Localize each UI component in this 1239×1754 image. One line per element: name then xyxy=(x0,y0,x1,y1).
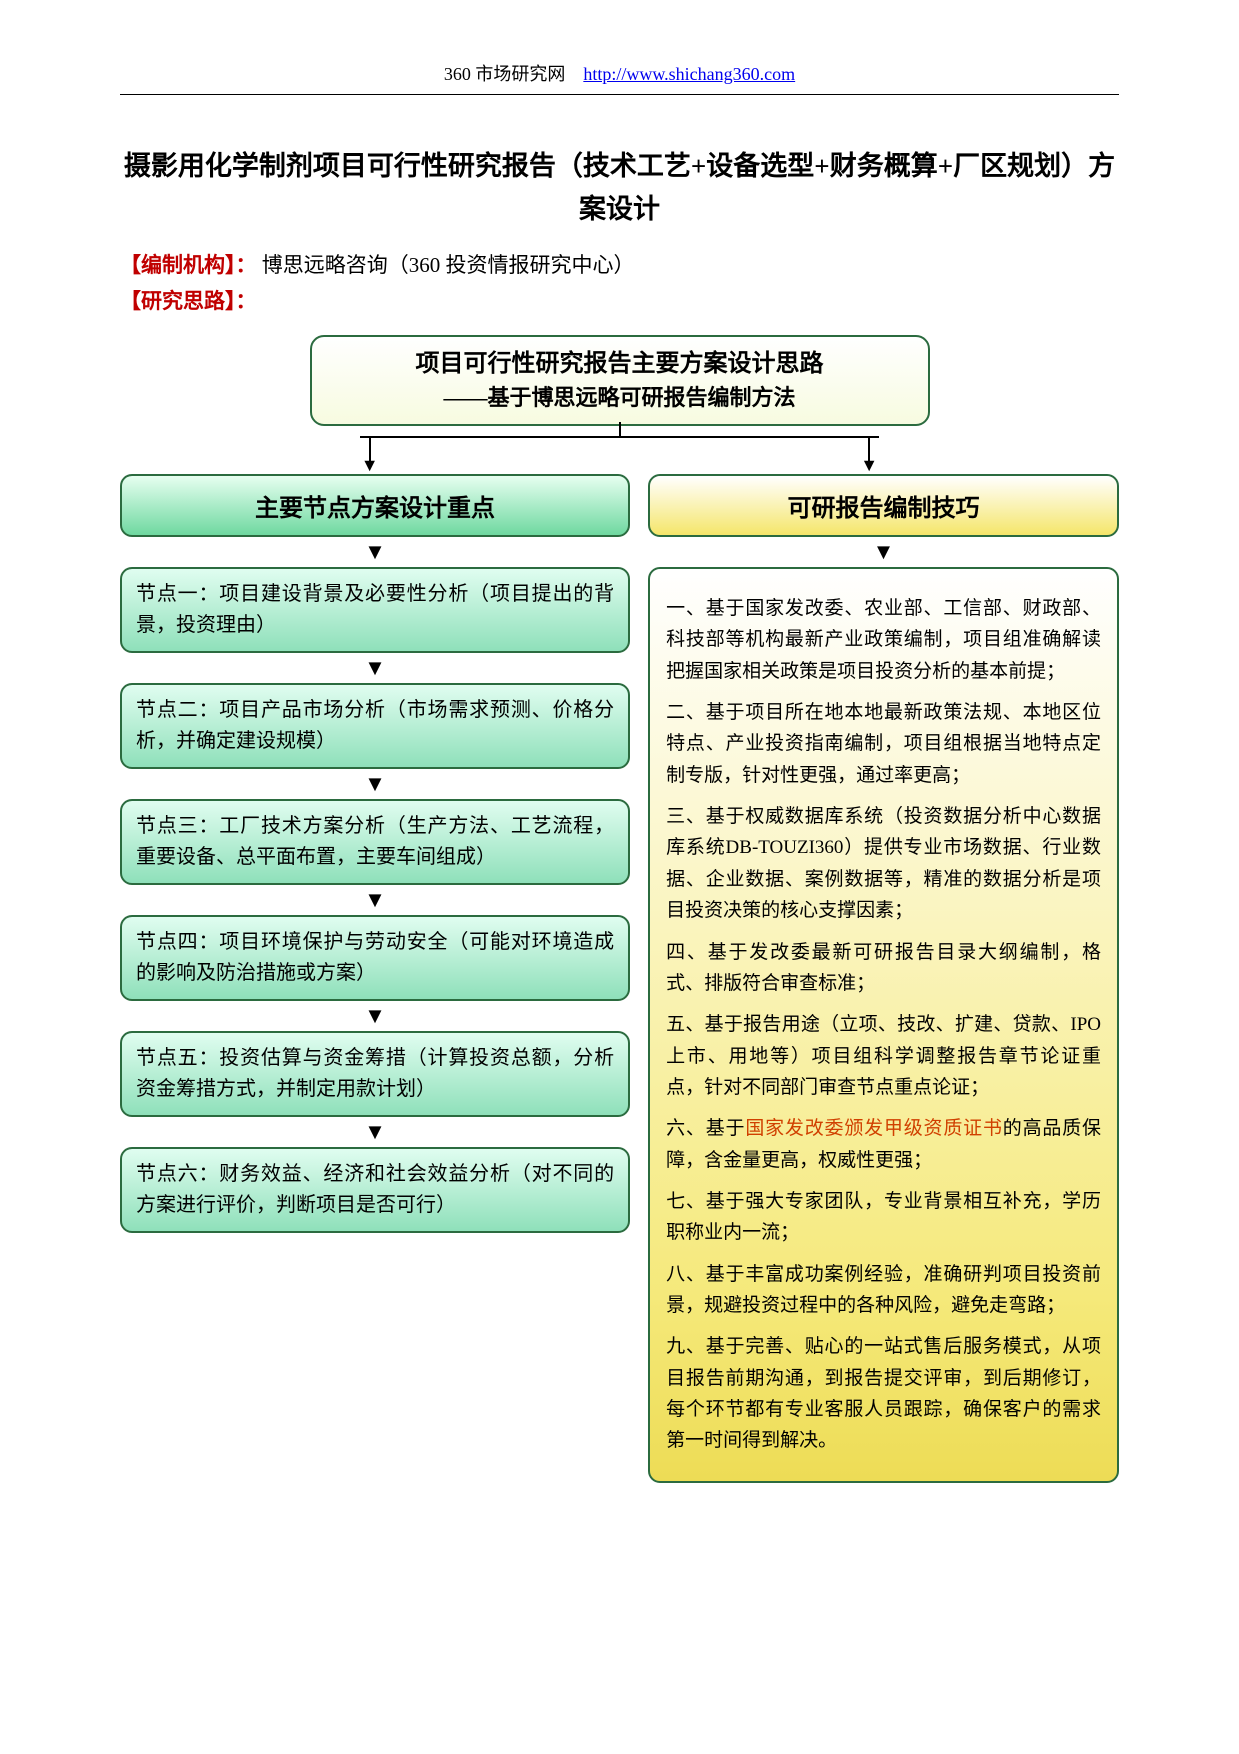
tip-9: 九、基于完善、贴心的一站式售后服务模式，从项目报告前期沟通，到报告提交评审，到后… xyxy=(666,1331,1101,1456)
arrow-down-icon: ▼ xyxy=(873,541,895,563)
left-column: 主要节点方案设计重点 ▼ 节点一：项目建设背景及必要性分析（项目提出的背景，投资… xyxy=(120,474,630,1483)
site-url-link[interactable]: http://www.shichang360.com xyxy=(583,64,795,84)
tip-4: 四、基于发改委最新可研报告目录大纲编制，格式、排版符合审查标准； xyxy=(666,937,1101,1000)
tip-8: 八、基于丰富成功案例经验，准确研判项目投资前景，规避投资过程中的各种风险，避免走… xyxy=(666,1259,1101,1322)
arrow-down-icon: ▼ xyxy=(364,1121,386,1143)
right-header-box: 可研报告编制技巧 xyxy=(648,474,1119,537)
tip-5: 五、基于报告用途（立项、技改、扩建、贷款、IPO上市、用地等）项目组科学调整报告… xyxy=(666,1009,1101,1103)
tip-2: 二、基于项目所在地本地最新政策法规、本地区位特点、产业投资指南编制，项目组根据当… xyxy=(666,697,1101,791)
right-column: 可研报告编制技巧 ▼ 一、基于国家发改委、农业部、工信部、财政部、科技部等机构最… xyxy=(648,474,1119,1483)
arrow-down-icon: ▼ xyxy=(364,657,386,679)
tip-3: 三、基于权威数据库系统（投资数据分析中心数据库系统DB-TOUZI360）提供专… xyxy=(666,801,1101,926)
site-name: 360 市场研究网 xyxy=(444,64,566,84)
node-6: 节点六：财务效益、经济和社会效益分析（对不同的方案进行评价，判断项目是否可行） xyxy=(120,1147,630,1233)
top-title: 项目可行性研究报告主要方案设计思路 xyxy=(330,347,910,382)
split-connector xyxy=(120,430,1119,466)
node-5: 节点五：投资估算与资金筹措（计算投资总额，分析资金筹措方式，并制定用款计划） xyxy=(120,1031,630,1117)
top-subtitle: ——基于博思远略可研报告编制方法 xyxy=(330,382,910,414)
org-value: 博思远略咨询（360 投资情报研究中心） xyxy=(262,253,635,277)
tip-6: 六、基于国家发改委颁发甲级资质证书的高品质保障，含金量更高，权威性更强； xyxy=(666,1113,1101,1176)
flowchart: 项目可行性研究报告主要方案设计思路 ——基于博思远略可研报告编制方法 主要节点方… xyxy=(120,335,1119,1482)
document-title: 摄影用化学制剂项目可行性研究报告（技术工艺+设备选型+财务概算+厂区规划）方案设… xyxy=(120,145,1119,231)
tip-6-highlight: 国家发改委颁发甲级资质证书 xyxy=(745,1118,1002,1139)
arrow-down-icon: ▼ xyxy=(364,773,386,795)
org-label: 【编制机构】： xyxy=(120,253,257,277)
tips-box: 一、基于国家发改委、农业部、工信部、财政部、科技部等机构最新产业政策编制，项目组… xyxy=(648,567,1119,1483)
thought-row: 【研究思路】： xyxy=(120,285,1119,315)
node-2: 节点二：项目产品市场分析（市场需求预测、价格分析，并确定建设规模） xyxy=(120,683,630,769)
left-header-box: 主要节点方案设计重点 xyxy=(120,474,630,537)
arrow-down-icon: ▼ xyxy=(364,1005,386,1027)
node-1: 节点一：项目建设背景及必要性分析（项目提出的背景，投资理由） xyxy=(120,567,630,653)
page-header: 360 市场研究网 http://www.shichang360.com xyxy=(120,60,1119,95)
arrow-down-icon: ▼ xyxy=(364,889,386,911)
flowchart-top-box: 项目可行性研究报告主要方案设计思路 ——基于博思远略可研报告编制方法 xyxy=(310,335,930,426)
tip-7: 七、基于强大专家团队，专业背景相互补充，学历职称业内一流； xyxy=(666,1186,1101,1249)
org-row: 【编制机构】： 博思远略咨询（360 投资情报研究中心） xyxy=(120,249,1119,279)
node-3: 节点三：工厂技术方案分析（生产方法、工艺流程，重要设备、总平面布置，主要车间组成… xyxy=(120,799,630,885)
tip-1: 一、基于国家发改委、农业部、工信部、财政部、科技部等机构最新产业政策编制，项目组… xyxy=(666,593,1101,687)
arrow-down-icon: ▼ xyxy=(364,541,386,563)
thought-label: 【研究思路】： xyxy=(120,289,257,313)
node-4: 节点四：项目环境保护与劳动安全（可能对环境造成的影响及防治措施或方案） xyxy=(120,915,630,1001)
